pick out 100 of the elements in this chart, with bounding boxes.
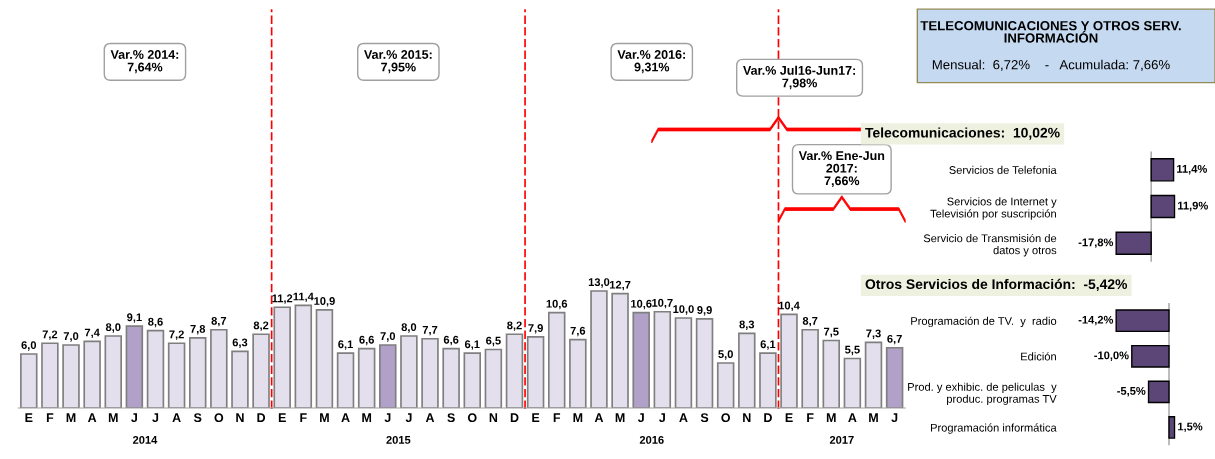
bar <box>738 332 756 409</box>
bar <box>442 347 460 409</box>
x-tick-label: M <box>320 413 329 422</box>
bar <box>20 353 38 409</box>
bar <box>294 304 313 409</box>
data-label: 8,6 <box>148 317 163 328</box>
x-tick-label: E <box>25 413 33 422</box>
bar <box>547 311 566 409</box>
data-label: 11,4% <box>1177 164 1207 175</box>
data-label: 11,4 <box>293 292 314 303</box>
bar <box>590 290 608 409</box>
x-tick-label: M <box>362 413 372 422</box>
x-tick-label: M <box>615 413 625 422</box>
y-tick-label: Servicio de Transmisión de datos y otros <box>923 233 1057 257</box>
data-label: 13,0 <box>588 278 610 288</box>
data-label: 10,4 <box>778 301 800 312</box>
data-label: 8,7 <box>802 316 818 327</box>
text: Var.% 2014: 7,64% <box>110 50 179 74</box>
bar <box>421 337 439 409</box>
data-label: 8,3 <box>739 320 755 330</box>
bar <box>801 328 819 409</box>
data-label: 8,7 <box>211 316 227 327</box>
x-tick-label: D <box>510 413 519 422</box>
bar <box>463 352 482 409</box>
x-tick-label: O <box>214 413 224 423</box>
bar <box>83 340 101 409</box>
text: Var.% Ene-Jun 2017: 7,66% <box>798 151 885 188</box>
x-tick-label: J <box>152 413 159 423</box>
x-axis-title: 2016 <box>639 435 664 444</box>
data-label: 9,9 <box>697 306 712 316</box>
x-tick-label: F <box>807 413 814 422</box>
x-tick-label: A <box>341 413 350 422</box>
data-label: 6,6 <box>359 335 374 346</box>
chart-title: TELECOMUNICACIONES Y OTROS SERV. INFORMACIÓN <box>920 21 1181 43</box>
x-axis-title: 2017 <box>829 435 854 444</box>
text: Telecomunicaciones: 10,02% <box>865 127 1060 140</box>
bar <box>146 329 165 409</box>
x-tick-label: A <box>594 413 604 422</box>
x-tick-label: E <box>532 413 540 422</box>
x-tick-label: M <box>826 413 836 422</box>
x-tick-label: N <box>489 413 498 422</box>
bar <box>484 348 503 409</box>
data-label: 7,5 <box>824 327 839 338</box>
bar <box>822 339 841 409</box>
x-tick-label: M <box>869 413 878 422</box>
chart-subtitle: Mensual: 6,72% - Acumulada: 7,66% <box>932 59 1170 71</box>
y-tick-label: Servicios de Internet y Televisión por suscripción <box>930 197 1057 220</box>
data-label: 7,9 <box>528 324 543 334</box>
bar <box>273 306 291 409</box>
bar <box>41 342 59 409</box>
data-label: 6,5 <box>486 336 501 347</box>
data-label: 8,2 <box>253 321 269 331</box>
data-label: 6,6 <box>443 335 459 346</box>
x-tick-label: S <box>193 413 202 423</box>
data-label: 8,2 <box>507 321 522 331</box>
bar <box>759 352 777 409</box>
data-label: 7,6 <box>570 326 586 337</box>
x-tick-label: M <box>66 413 76 422</box>
bar <box>716 362 735 409</box>
text: Var.% 2015: 7,95% <box>364 50 432 74</box>
bar <box>167 342 186 409</box>
bar <box>864 341 883 409</box>
bar <box>357 347 376 409</box>
x-tick-label: O <box>721 413 731 423</box>
x-tick-label: M <box>108 413 118 422</box>
x-tick-label: J <box>131 413 137 423</box>
x-tick-label: A <box>425 413 435 422</box>
bar <box>632 311 650 409</box>
bar <box>125 325 144 409</box>
data-label: 10,7 <box>652 298 673 309</box>
data-label: 10,6 <box>546 299 568 310</box>
y-tick-label: Programación informática <box>930 423 1057 434</box>
bar <box>379 344 397 409</box>
data-label: 6,0 <box>21 341 37 351</box>
bar <box>400 335 418 409</box>
bar <box>104 335 123 409</box>
data-label: 12,7 <box>609 280 631 291</box>
data-label: -5,5% <box>1117 387 1146 397</box>
data-label: 7,2 <box>42 330 58 340</box>
x-tick-label: E <box>785 413 793 422</box>
data-label: 5,5 <box>845 345 860 356</box>
x-tick-label: N <box>236 413 244 422</box>
data-label: 7,4 <box>84 328 100 339</box>
data-label: 7,2 <box>169 330 184 340</box>
x-tick-label: A <box>679 413 688 422</box>
x-tick-label: S <box>447 413 455 423</box>
bar <box>569 338 587 409</box>
y-tick-label: Programación de TV. y radio <box>911 316 1057 328</box>
bar <box>780 313 798 409</box>
data-label: 7,3 <box>866 329 881 339</box>
bar <box>315 309 334 409</box>
data-label: 8,0 <box>105 323 121 333</box>
x-tick-label: F <box>300 413 307 422</box>
data-label: 11,9% <box>1178 201 1208 212</box>
data-label: 11,2 <box>272 294 293 304</box>
x-tick-label: D <box>764 413 772 422</box>
x-tick-label: S <box>700 413 709 423</box>
text: Var.% 2016: 9,31% <box>617 50 685 74</box>
x-tick-label: E <box>278 413 286 422</box>
bar <box>674 317 693 409</box>
